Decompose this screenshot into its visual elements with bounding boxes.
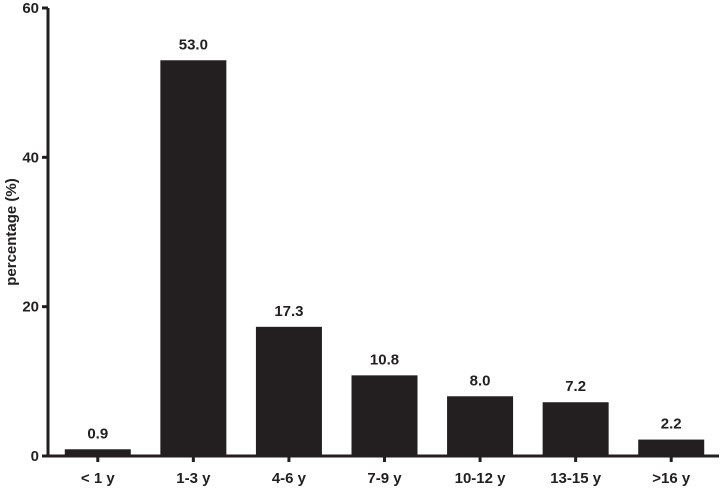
bar-value-label: 17.3 [274, 303, 303, 320]
bar [351, 375, 418, 456]
bar-value-label: 53.0 [179, 36, 208, 53]
bar [64, 449, 131, 456]
x-tick-label: 7-9 y [367, 470, 402, 487]
x-tick-label: 13-15 y [550, 470, 602, 487]
y-tick-label: 20 [22, 299, 39, 316]
bar [542, 402, 609, 456]
data-labels: 0.9 53.0 17.3 10.8 8.0 7.2 2.2 [87, 36, 681, 442]
y-tick-label: 0 [31, 448, 39, 465]
bar-value-label: 2.2 [661, 416, 682, 433]
bar [160, 60, 227, 457]
bar-value-label: 0.9 [87, 425, 108, 442]
x-tick-label: >16 y [652, 470, 691, 487]
y-axis-title: percentage (%) [3, 178, 20, 286]
bars [64, 60, 705, 457]
x-tick-label: 10-12 y [455, 470, 507, 487]
axes: 0 20 40 60 < 1 y 1-3 y 4-6 y 7-9 y 10-12 y 13-15 … [22, 0, 719, 487]
x-tick-label: 4-6 y [272, 470, 307, 487]
bar [255, 326, 322, 456]
y-tick-label: 60 [22, 0, 39, 17]
bar [638, 439, 705, 456]
x-tick-label: < 1 y [81, 470, 115, 487]
bar-value-label: 10.8 [370, 351, 399, 368]
bar-value-label: 8.0 [470, 372, 491, 389]
y-tick-label: 40 [22, 149, 39, 166]
bar [447, 396, 514, 456]
bar-value-label: 7.2 [565, 378, 586, 395]
x-tick-label: 1-3 y [176, 470, 211, 487]
